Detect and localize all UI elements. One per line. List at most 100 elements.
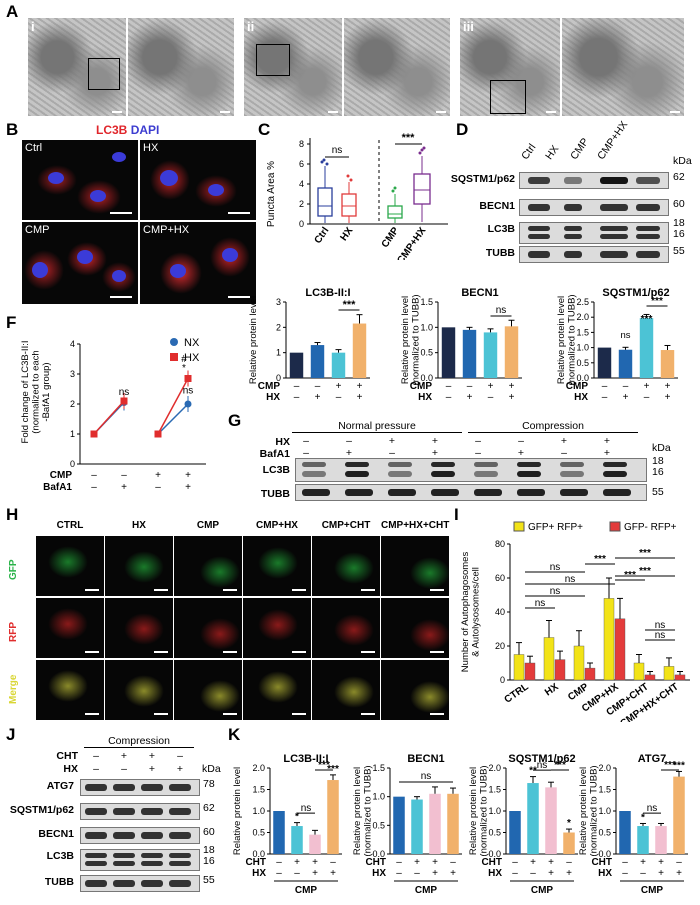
panel-label-a: A	[6, 2, 19, 21]
j-sign: –	[93, 763, 99, 775]
h-image-tile	[312, 536, 380, 596]
e-sign: +	[665, 392, 671, 403]
em-label-i: i	[31, 19, 35, 34]
c-box-ctrl	[317, 187, 333, 217]
d-band	[528, 226, 550, 231]
h-cell	[258, 547, 298, 579]
j-title: Compression	[84, 735, 194, 748]
h-cell	[258, 609, 298, 641]
k-row-label: HX	[372, 868, 386, 879]
i-legend-label: GFP+ RFP+	[528, 522, 583, 533]
d-column-label: HX	[543, 143, 562, 162]
chart-tick: 1.0	[488, 806, 501, 816]
g-band	[388, 489, 416, 496]
j-kda-value: 78	[203, 778, 215, 790]
j-sign: +	[148, 763, 156, 775]
h-scale-bar	[223, 713, 237, 715]
i-bar	[554, 659, 566, 681]
d-band	[636, 251, 660, 258]
g-sign: +	[345, 447, 353, 459]
f-sign: –	[91, 482, 97, 493]
j-row-label: SQSTM1/p62	[9, 804, 74, 816]
i-tick: 80	[495, 539, 505, 549]
j-band	[113, 808, 135, 815]
h-image-tile	[105, 598, 173, 658]
h-image-tile	[381, 598, 449, 658]
f-annotation: *	[182, 363, 186, 374]
k-sig: *	[567, 818, 571, 829]
f-legend-label: HX	[184, 352, 200, 364]
e-sign: +	[509, 392, 515, 403]
j-kda-value: 60	[203, 826, 215, 838]
em-image-iii: iii	[460, 18, 560, 116]
e-sign: +	[488, 381, 494, 392]
f-row-label: BafA1	[43, 482, 72, 493]
j-band	[141, 784, 163, 791]
d-band	[528, 204, 550, 211]
c-tick: 6	[299, 159, 304, 169]
f-sign: +	[185, 482, 191, 493]
chart-title: BECN1	[461, 287, 498, 299]
g-row-label: LC3B	[262, 464, 290, 476]
h-column-label: CMP+HX	[256, 520, 298, 531]
i-sig: ***	[639, 566, 651, 577]
d-kda-value: 55	[673, 245, 685, 257]
i-tick: 40	[495, 607, 505, 617]
h-row-label: RFP	[8, 622, 19, 642]
k-row-label: HX	[598, 868, 612, 879]
chart-tick: 1.0	[420, 322, 433, 332]
j-band	[141, 832, 163, 839]
c-sig-ns: ns	[332, 145, 343, 156]
k-sign: –	[276, 868, 282, 879]
chart-bar	[504, 326, 519, 378]
panel-label-f: F	[6, 313, 17, 332]
i-bar	[513, 654, 525, 681]
e-sign: +	[665, 381, 671, 392]
g-band	[302, 489, 330, 496]
d-band	[636, 204, 660, 211]
f-ylabel: Fold change of LC3B-II:I(normalized to e…	[20, 341, 52, 444]
em-label-ii: ii	[247, 19, 255, 34]
h-cell	[410, 681, 449, 713]
i-tick: 0	[500, 675, 505, 685]
g-band	[560, 471, 584, 477]
chart-tick: 1.5	[420, 297, 433, 307]
f-tick: 0	[70, 459, 75, 469]
k-bottom-label: CMP	[531, 885, 554, 896]
em-zoom-image-i	[128, 18, 234, 116]
panel-e-charts: LC3B-II:I Relative protein level 0 1 2 3 *** CM…	[248, 287, 678, 403]
k-sign: +	[658, 868, 664, 879]
g-sign: +	[560, 435, 568, 447]
em-label-iii: iii	[463, 19, 474, 34]
i-bar	[584, 667, 596, 681]
k-sign: +	[548, 857, 554, 868]
h-image-tile	[36, 598, 104, 658]
f-tick: 4	[70, 339, 75, 349]
i-bar	[644, 674, 656, 681]
d-row-label: BECN1	[479, 200, 515, 212]
i-category-label: HX	[543, 681, 561, 698]
chart-bar	[429, 793, 441, 854]
chart-tick: 0.5	[488, 828, 501, 838]
k-sig: ns	[537, 760, 548, 771]
f-sign: +	[121, 482, 127, 493]
d-blot-strip	[519, 222, 669, 244]
h-image-tile	[243, 660, 311, 720]
fluor-hx-label: HX	[143, 142, 159, 154]
k-sign: +	[414, 857, 420, 868]
chart-bar	[618, 349, 633, 378]
d-band	[564, 177, 582, 184]
h-scale-bar	[85, 589, 99, 591]
d-row-label: LC3B	[487, 223, 515, 235]
chart-bar	[545, 787, 557, 854]
h-cell	[410, 557, 449, 589]
chart-tick: 1.5	[576, 327, 589, 337]
e-sign: +	[336, 381, 342, 392]
j-row-label: HX	[63, 763, 78, 775]
em-image-i: i	[28, 18, 126, 116]
k-sign: +	[450, 868, 456, 879]
d-band	[600, 177, 628, 184]
g-row-label: BafA1	[259, 448, 290, 460]
chart-bar	[462, 329, 477, 378]
h-cell	[334, 614, 374, 646]
